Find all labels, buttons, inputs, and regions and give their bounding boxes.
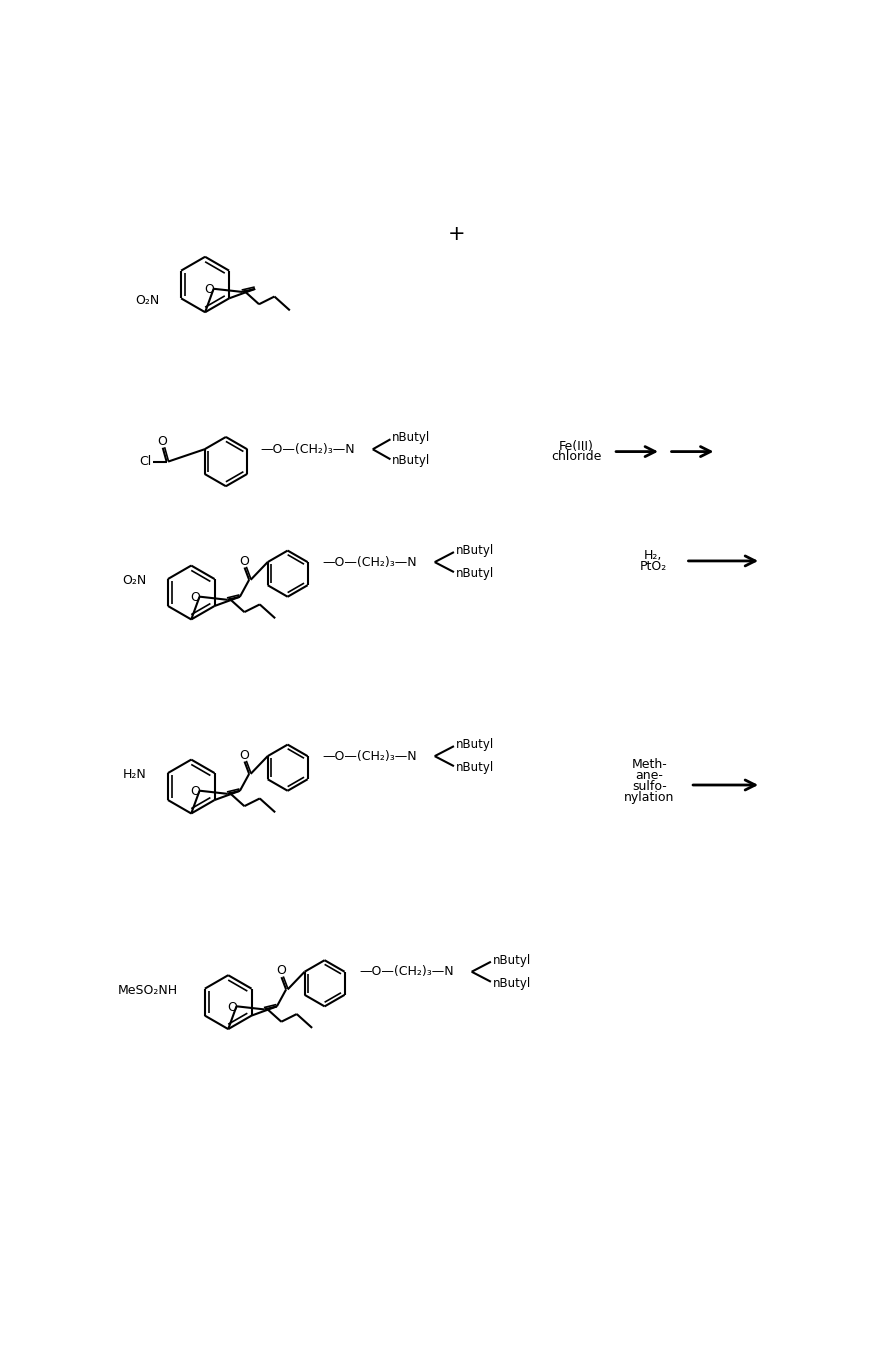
Text: +: + bbox=[448, 224, 466, 244]
Text: nButyl: nButyl bbox=[455, 761, 494, 775]
Text: Meth-: Meth- bbox=[632, 759, 668, 772]
Text: nButyl: nButyl bbox=[455, 567, 494, 581]
Text: O₂N: O₂N bbox=[122, 574, 146, 588]
Text: MeSO₂NH: MeSO₂NH bbox=[117, 984, 178, 996]
Text: O: O bbox=[190, 784, 200, 798]
Text: —O—(CH₂)₃—N: —O—(CH₂)₃—N bbox=[322, 749, 417, 763]
Text: O: O bbox=[204, 284, 214, 296]
Text: PtO₂: PtO₂ bbox=[640, 560, 667, 573]
Text: O₂N: O₂N bbox=[135, 294, 159, 307]
Text: O: O bbox=[227, 1000, 237, 1014]
Text: Cl: Cl bbox=[139, 455, 151, 468]
Text: sulfo-: sulfo- bbox=[632, 780, 667, 792]
Text: O: O bbox=[239, 749, 249, 761]
Text: H₂N: H₂N bbox=[123, 768, 146, 782]
Text: nButyl: nButyl bbox=[455, 738, 494, 750]
Text: nButyl: nButyl bbox=[392, 432, 430, 444]
Text: nButyl: nButyl bbox=[392, 455, 430, 467]
Text: —O—(CH₂)₃—N: —O—(CH₂)₃—N bbox=[260, 442, 355, 456]
Text: H₂,: H₂, bbox=[644, 550, 662, 562]
Text: ane-: ane- bbox=[635, 769, 663, 782]
Text: nylation: nylation bbox=[625, 791, 675, 803]
Text: —O—(CH₂)₃—N: —O—(CH₂)₃—N bbox=[359, 965, 453, 978]
Text: nButyl: nButyl bbox=[455, 544, 494, 558]
Text: O: O bbox=[276, 965, 286, 977]
Text: O: O bbox=[157, 436, 167, 448]
Text: —O—(CH₂)₃—N: —O—(CH₂)₃—N bbox=[322, 555, 417, 569]
Text: nButyl: nButyl bbox=[493, 954, 530, 966]
Text: chloride: chloride bbox=[551, 451, 601, 464]
Text: O: O bbox=[190, 590, 200, 604]
Text: nButyl: nButyl bbox=[493, 977, 530, 989]
Text: Fe(III): Fe(III) bbox=[559, 440, 594, 453]
Text: O: O bbox=[239, 555, 249, 567]
